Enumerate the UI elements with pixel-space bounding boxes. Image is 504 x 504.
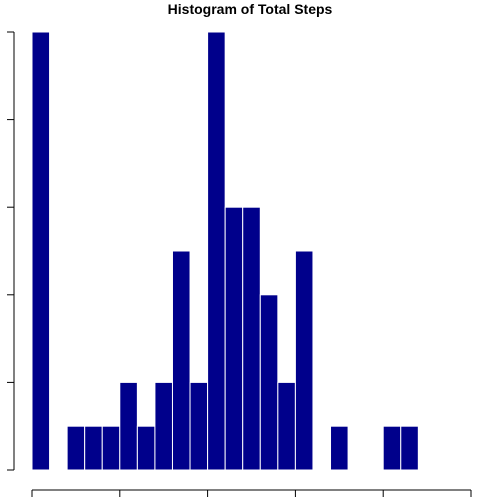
histogram-bar xyxy=(383,426,401,470)
histogram-bar xyxy=(172,251,190,470)
histogram-bar xyxy=(190,382,208,470)
chart-title: Histogram of Total Steps xyxy=(168,1,333,17)
histogram-bar xyxy=(32,32,50,470)
histogram-bar xyxy=(331,426,349,470)
bars-group xyxy=(32,32,418,470)
histogram-bar xyxy=(208,32,226,470)
histogram-bar xyxy=(137,426,155,470)
histogram-bar xyxy=(225,207,243,470)
histogram-bar xyxy=(102,426,120,470)
histogram-bar xyxy=(278,382,296,470)
x-axis xyxy=(32,490,471,497)
histogram-bar xyxy=(67,426,85,470)
y-axis xyxy=(7,32,14,470)
histogram-bar xyxy=(85,426,103,470)
histogram-bar xyxy=(243,207,261,470)
histogram-bar xyxy=(295,251,313,470)
histogram-bar xyxy=(260,295,278,470)
histogram-bar xyxy=(155,382,173,470)
histogram-bar xyxy=(401,426,419,470)
histogram-bar xyxy=(120,382,138,470)
